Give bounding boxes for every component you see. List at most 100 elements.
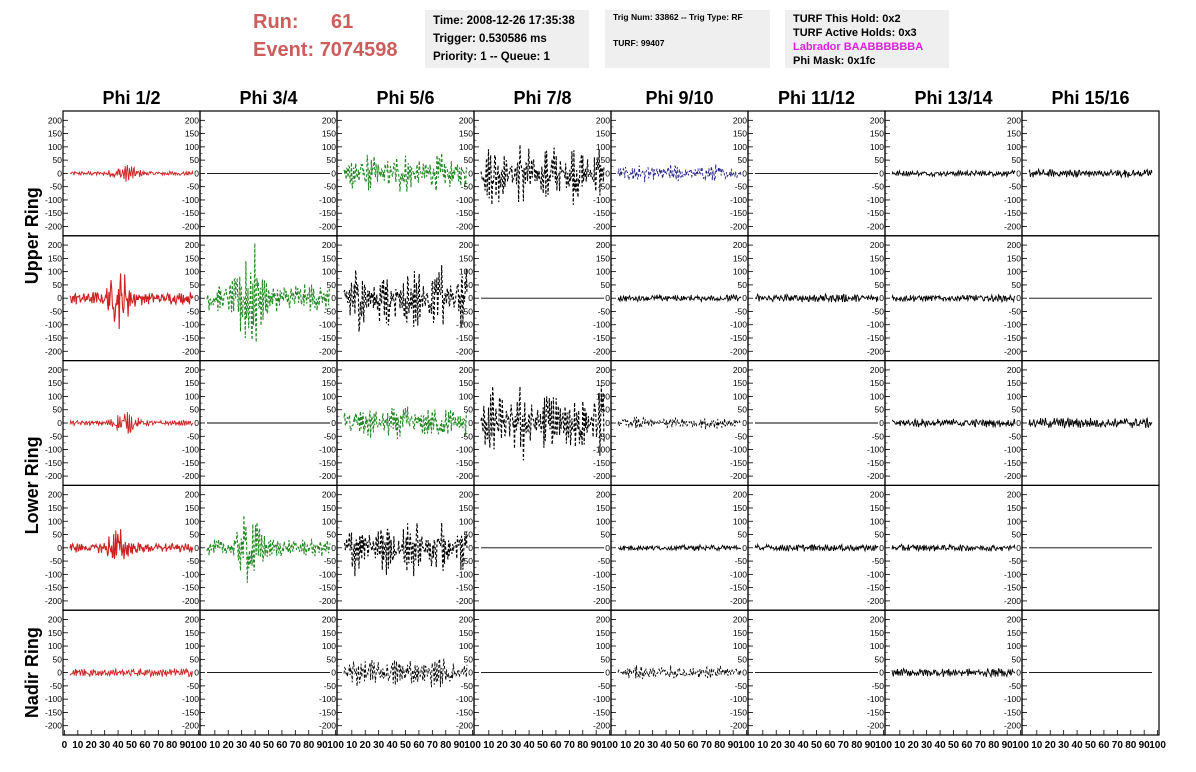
y-tick-label: -150 xyxy=(319,707,336,717)
y-tick-label: 200 xyxy=(322,490,336,500)
x-tick-label: 100 xyxy=(464,740,481,751)
y-tick-label: 0 xyxy=(468,293,473,303)
y-tick-label: -200 xyxy=(456,346,473,356)
waveform-trace xyxy=(343,153,468,192)
x-tick-label: 90 xyxy=(454,740,466,751)
y-tick-label: 200 xyxy=(1007,240,1021,250)
y-tick-label: 50 xyxy=(190,530,200,540)
x-tick-label: 10 xyxy=(894,740,906,751)
y-tick-label: 50 xyxy=(464,654,474,664)
y-tick-label: 150 xyxy=(48,253,62,263)
priority-line: Priority: 1 -- Queue: 1 xyxy=(433,51,550,63)
x-tick-label: 80 xyxy=(988,740,1000,751)
y-tick-label: 100 xyxy=(1007,267,1021,277)
y-tick-label: 100 xyxy=(733,391,747,401)
y-tick-label: 50 xyxy=(53,405,63,415)
y-tick-label: -100 xyxy=(730,445,747,455)
y-tick-label: 0 xyxy=(331,168,336,178)
x-tick-label: 10 xyxy=(1031,740,1043,751)
y-tick-label: 50 xyxy=(464,155,474,165)
y-tick-label: 100 xyxy=(459,641,473,651)
waveform-trace xyxy=(480,144,605,205)
y-tick-label: -50 xyxy=(187,556,200,566)
y-tick-label: 200 xyxy=(322,115,336,125)
y-tick-label: -50 xyxy=(598,182,611,192)
turf-active-line: TURF Active Holds: 0x3 xyxy=(793,27,917,39)
ring-label: Lower Ring xyxy=(22,436,42,534)
y-tick-label: -50 xyxy=(1009,431,1022,441)
y-tick-label: 200 xyxy=(733,115,747,125)
y-tick-label: -100 xyxy=(1004,320,1021,330)
y-tick-label: -200 xyxy=(182,596,199,606)
y-tick-label: 0 xyxy=(194,418,199,428)
y-tick-label: -200 xyxy=(730,721,747,731)
waveform-trace xyxy=(480,385,605,461)
y-tick-label: 150 xyxy=(733,378,747,388)
x-tick-label: 100 xyxy=(1149,740,1166,751)
x-tick-label: 90 xyxy=(591,740,603,751)
y-tick-label: -200 xyxy=(45,471,62,481)
y-tick-label: 200 xyxy=(1007,365,1021,375)
y-tick-label: -50 xyxy=(187,681,200,691)
y-tick-label: -150 xyxy=(45,458,62,468)
y-tick-label: 0 xyxy=(879,543,884,553)
x-tick-label: 70 xyxy=(975,740,987,751)
y-tick-label: -150 xyxy=(182,333,199,343)
y-tick-label: 150 xyxy=(870,129,884,139)
y-tick-label: -50 xyxy=(735,431,748,441)
y-tick-label: 150 xyxy=(48,378,62,388)
y-tick-label: 200 xyxy=(48,115,62,125)
y-tick-label: 50 xyxy=(601,280,611,290)
y-tick-label: -100 xyxy=(45,445,62,455)
y-tick-label: 50 xyxy=(1012,654,1022,664)
y-tick-label: -200 xyxy=(319,596,336,606)
x-tick-label: 40 xyxy=(524,740,536,751)
waveform-trace xyxy=(69,273,194,330)
y-tick-label: 0 xyxy=(468,543,473,553)
y-tick-label: 150 xyxy=(459,628,473,638)
x-tick-label: 40 xyxy=(250,740,262,751)
y-tick-label: -200 xyxy=(593,346,610,356)
y-tick-label: 0 xyxy=(742,418,747,428)
y-tick-label: 100 xyxy=(322,142,336,152)
y-tick-label: 50 xyxy=(190,654,200,664)
y-tick-label: -200 xyxy=(45,596,62,606)
y-tick-label: -50 xyxy=(187,306,200,316)
x-tick-label: 70 xyxy=(838,740,850,751)
y-tick-label: 150 xyxy=(870,253,884,263)
y-tick-label: 50 xyxy=(1012,530,1022,540)
y-tick-label: -100 xyxy=(593,569,610,579)
y-tick-label: 150 xyxy=(48,129,62,139)
y-tick-label: 0 xyxy=(605,668,610,678)
y-tick-label: 100 xyxy=(185,267,199,277)
trig-line: Trig Num: 33862 -- Trig Type: RF xyxy=(613,12,743,22)
x-tick-label: 50 xyxy=(126,740,138,751)
y-tick-label: 0 xyxy=(331,668,336,678)
x-tick-label: 100 xyxy=(738,740,755,751)
y-tick-label: -200 xyxy=(867,221,884,231)
x-tick-label: 10 xyxy=(757,740,769,751)
x-tick-label: 50 xyxy=(263,740,275,751)
y-tick-label: 200 xyxy=(322,240,336,250)
y-tick-label: -150 xyxy=(182,583,199,593)
y-tick-label: 150 xyxy=(596,378,610,388)
y-tick-label: 100 xyxy=(48,267,62,277)
y-tick-label: -50 xyxy=(324,431,337,441)
y-tick-label: 0 xyxy=(879,168,884,178)
waveform-trace xyxy=(69,529,194,560)
y-tick-label: -100 xyxy=(730,569,747,579)
event-value: 7074598 xyxy=(319,39,398,61)
y-tick-label: 0 xyxy=(879,668,884,678)
y-tick-label: 50 xyxy=(190,155,200,165)
y-tick-label: 50 xyxy=(1012,405,1022,415)
y-tick-label: -200 xyxy=(319,721,336,731)
y-tick-label: -50 xyxy=(461,431,474,441)
time-line: Time: 2008-12-26 17:35:38 xyxy=(433,15,575,27)
x-tick-label: 70 xyxy=(1112,740,1124,751)
y-tick-label: 50 xyxy=(327,405,337,415)
x-tick-label: 60 xyxy=(961,740,973,751)
y-tick-label: 100 xyxy=(185,142,199,152)
y-tick-label: 50 xyxy=(601,405,611,415)
x-tick-label: 0 xyxy=(62,740,68,751)
y-tick-label: 150 xyxy=(459,378,473,388)
